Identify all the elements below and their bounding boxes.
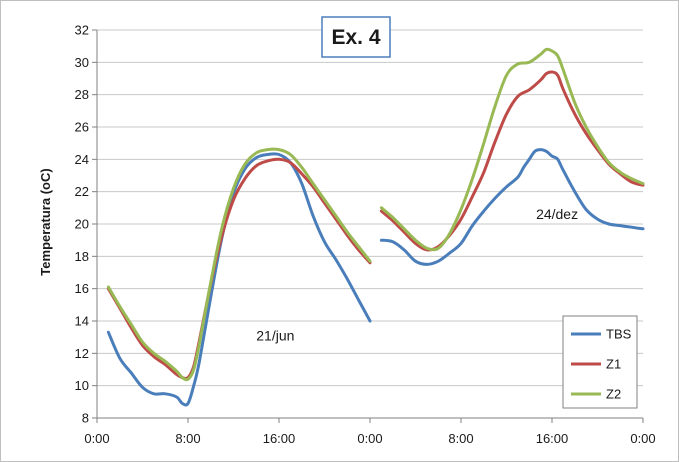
series-line-tbs-segment-2 xyxy=(379,148,645,266)
series-line-z2-segment-2 xyxy=(379,47,645,252)
annotation-1: 21/jun xyxy=(256,327,294,343)
x-tick-label: 8:00 xyxy=(175,431,200,446)
x-tick-label: 16:00 xyxy=(536,431,569,446)
y-tick-label: 14 xyxy=(75,314,89,329)
x-tick-label: 0:00 xyxy=(357,431,382,446)
y-tick-label: 8 xyxy=(82,411,89,426)
y-tick-label: 18 xyxy=(75,249,89,264)
y-tick-label: 30 xyxy=(75,55,89,70)
y-tick-label: 10 xyxy=(75,378,89,393)
x-tick-label: 0:00 xyxy=(84,431,109,446)
series-line-z2-segment-1 xyxy=(106,147,372,382)
annotations: 21/jun 24/dez xyxy=(256,206,578,343)
y-tick-label: 20 xyxy=(75,217,89,232)
x-tick-label: 16:00 xyxy=(263,431,296,446)
y-tick-label: 32 xyxy=(75,23,89,38)
title-box xyxy=(321,16,391,58)
x-tick-label: 8:00 xyxy=(448,431,473,446)
y-tick-label: 12 xyxy=(75,346,89,361)
y-tick-label: 26 xyxy=(75,120,89,135)
y-axis-label: Temperatura (oC) xyxy=(38,168,53,275)
y-tick-label: 22 xyxy=(75,184,89,199)
legend-label-z2: Z2 xyxy=(606,387,621,402)
y-tick-label: 16 xyxy=(75,281,89,296)
y-tick-label: 28 xyxy=(75,87,89,102)
y-tick-label: 24 xyxy=(75,152,89,167)
annotation-2: 24/dez xyxy=(536,206,578,222)
x-tick-label: 0:00 xyxy=(630,431,655,446)
legend: TBS Z1 Z2 xyxy=(562,315,638,409)
legend-label-z1: Z1 xyxy=(606,357,621,372)
chart-title: Ex. 4 xyxy=(331,26,380,49)
legend-label-tbs: TBS xyxy=(606,327,632,342)
series-line-z1-segment-1 xyxy=(106,157,372,381)
axes: 8 10 12 14 16 18 20 22 24 26 28 30 32 0:00 8:00 16:00 0:… xyxy=(75,23,656,447)
chart-title-group: Ex. 4 xyxy=(321,16,391,58)
series-lines xyxy=(106,47,645,407)
